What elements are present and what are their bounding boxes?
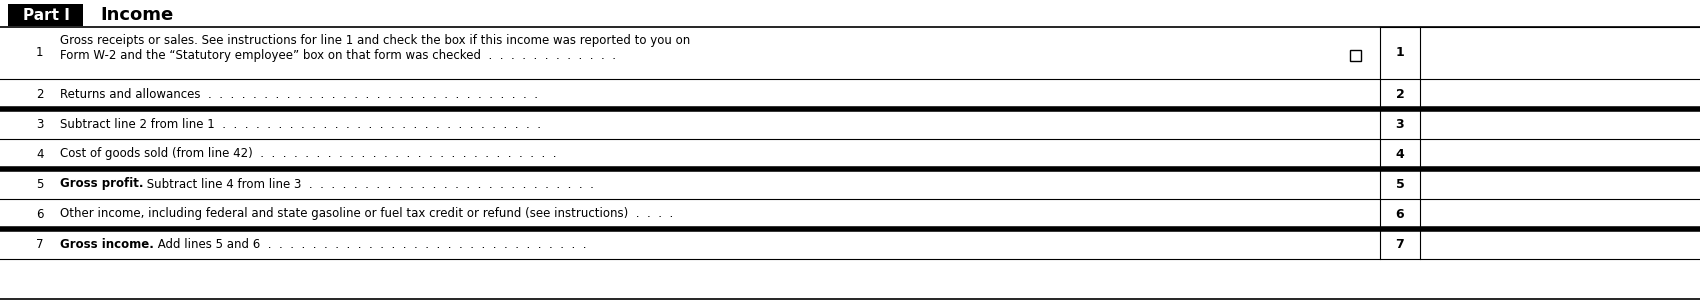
- Text: Cost of goods sold (from line 42)  .  .  .  .  .  .  .  .  .  .  .  .  .  .  .  : Cost of goods sold (from line 42) . . . …: [60, 147, 556, 160]
- Text: 5: 5: [1396, 178, 1404, 191]
- Text: 3: 3: [36, 117, 44, 131]
- Text: 2: 2: [36, 88, 44, 101]
- Text: 4: 4: [1396, 147, 1404, 160]
- Text: 5: 5: [36, 178, 44, 191]
- Text: Income: Income: [100, 6, 173, 24]
- Text: 6: 6: [36, 207, 44, 221]
- Text: Subtract line 2 from line 1  .  .  .  .  .  .  .  .  .  .  .  .  .  .  .  .  .  : Subtract line 2 from line 1 . . . . . . …: [60, 117, 541, 131]
- Bar: [1350, 50, 1362, 61]
- Text: Form W-2 and the “Statutory employee” box on that form was checked  .  .  .  .  : Form W-2 and the “Statutory employee” bo…: [60, 49, 615, 62]
- Text: Returns and allowances  .  .  .  .  .  .  .  .  .  .  .  .  .  .  .  .  .  .  . : Returns and allowances . . . . . . . . .…: [60, 88, 537, 101]
- Text: 7: 7: [36, 237, 44, 250]
- Text: 4: 4: [36, 147, 44, 160]
- Text: 7: 7: [1396, 237, 1404, 250]
- Text: Subtract line 4 from line 3  .  .  .  .  .  .  .  .  .  .  .  .  .  .  .  .  .  : Subtract line 4 from line 3 . . . . . . …: [143, 178, 595, 191]
- Bar: [8, 4, 83, 26]
- Text: 3: 3: [1396, 117, 1404, 131]
- Text: 1: 1: [36, 46, 44, 60]
- Text: 2: 2: [1396, 88, 1404, 101]
- Text: 6: 6: [1396, 207, 1404, 221]
- Text: Part I: Part I: [22, 8, 70, 23]
- Text: 1: 1: [1396, 46, 1404, 60]
- Text: Gross profit.: Gross profit.: [60, 178, 143, 191]
- Text: Gross receipts or sales. See instructions for line 1 and check the box if this i: Gross receipts or sales. See instruction…: [60, 34, 690, 47]
- Text: Add lines 5 and 6  .  .  .  .  .  .  .  .  .  .  .  .  .  .  .  .  .  .  .  .  .: Add lines 5 and 6 . . . . . . . . . . . …: [155, 237, 586, 250]
- Text: Other income, including federal and state gasoline or fuel tax credit or refund : Other income, including federal and stat…: [60, 207, 673, 221]
- Text: Gross income.: Gross income.: [60, 237, 155, 250]
